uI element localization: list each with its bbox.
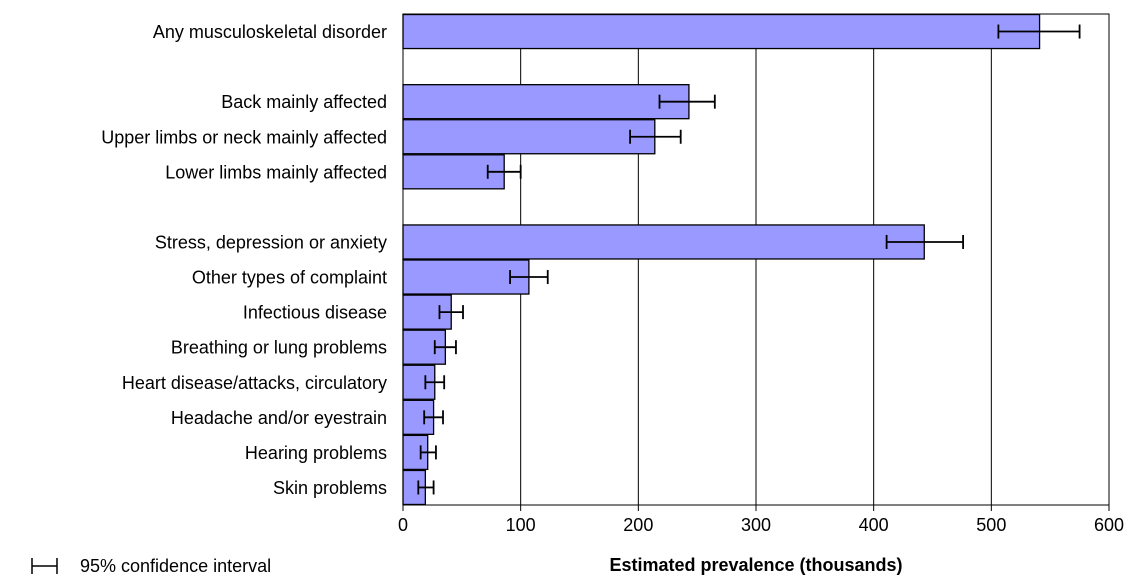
category-label: Other types of complaint xyxy=(192,268,387,288)
ci-error-bar xyxy=(419,445,437,460)
x-tick-label: 0 xyxy=(398,515,408,535)
category-label: Back mainly affected xyxy=(221,92,387,112)
category-label: Stress, depression or anxiety xyxy=(155,232,387,252)
ci-error-bar xyxy=(424,375,446,390)
x-axis-title: Estimated prevalence (thousands) xyxy=(609,555,902,575)
bars xyxy=(402,13,1041,506)
x-tick-label: 400 xyxy=(859,515,889,535)
category-label: Upper limbs or neck mainly affected xyxy=(101,127,387,147)
x-tick-label: 300 xyxy=(741,515,771,535)
ci-error-bar xyxy=(658,94,716,109)
bar xyxy=(402,84,690,120)
error-bars xyxy=(417,24,1081,495)
ci-error-bar xyxy=(438,305,464,320)
ci-error-bar xyxy=(486,164,522,179)
legend-label: 95% confidence interval xyxy=(80,556,271,576)
category-label: Lower limbs mainly affected xyxy=(165,162,387,182)
bar xyxy=(402,119,656,155)
category-label: Headache and/or eyestrain xyxy=(171,408,387,428)
category-label: Infectious disease xyxy=(243,303,387,323)
x-tick-label: 600 xyxy=(1094,515,1124,535)
ci-error-bar xyxy=(423,410,444,425)
ci-error-bar xyxy=(417,480,435,495)
bar xyxy=(402,13,1041,50)
category-label: Skin problems xyxy=(273,478,387,498)
bar xyxy=(402,259,530,295)
ci-error-bar xyxy=(997,24,1081,39)
category-label: Breathing or lung problems xyxy=(171,338,387,358)
category-label: Hearing problems xyxy=(245,443,387,463)
ci-error-bar xyxy=(509,270,549,285)
x-tick-label: 200 xyxy=(623,515,653,535)
category-label: Heart disease/attacks, circulatory xyxy=(122,373,387,393)
bar xyxy=(402,224,925,260)
x-tick-label: 500 xyxy=(976,515,1006,535)
ci-error-bar xyxy=(629,129,682,144)
x-axis-ticks: 0 100 200 300 400 500 600 xyxy=(398,505,1124,535)
category-labels: Any musculoskeletal disorder Back mainly … xyxy=(101,22,387,498)
ci-error-bar xyxy=(885,234,964,249)
ci-error-bar xyxy=(433,340,457,355)
ci-legend-icon xyxy=(31,558,58,574)
category-label: Any musculoskeletal disorder xyxy=(153,22,387,42)
x-tick-label: 100 xyxy=(506,515,536,535)
legend: 95% confidence interval xyxy=(31,556,271,576)
